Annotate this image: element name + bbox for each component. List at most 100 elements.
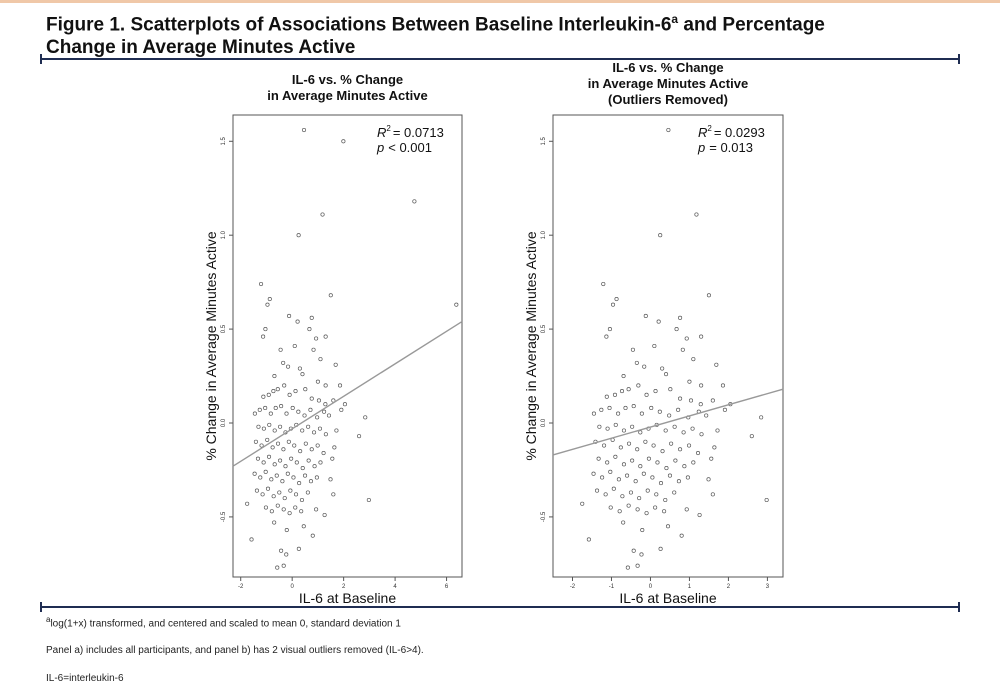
data-point — [315, 443, 320, 448]
chart-title-line: IL-6 vs. % Change — [292, 72, 403, 87]
data-point — [679, 533, 684, 538]
data-point — [684, 507, 689, 512]
data-point — [704, 413, 709, 418]
data-point — [644, 392, 649, 397]
data-point — [263, 469, 268, 474]
data-point — [315, 379, 320, 384]
data-point — [311, 347, 316, 352]
data-point — [323, 402, 328, 407]
data-point — [626, 503, 631, 508]
data-point — [284, 411, 289, 416]
data-point — [314, 507, 319, 512]
data-point — [691, 357, 696, 362]
y-tick-label: 1.0 — [221, 230, 227, 239]
footnote-panels: Panel a) includes all participants, and … — [46, 645, 424, 656]
data-point — [323, 432, 328, 437]
data-point — [334, 428, 339, 433]
data-point — [303, 441, 308, 446]
y-axis-label: % Change in Average Minutes Active — [203, 231, 219, 461]
data-point — [626, 441, 632, 446]
data-point — [293, 505, 298, 510]
data-point — [655, 460, 660, 465]
data-point — [296, 233, 301, 238]
data-point — [616, 411, 621, 416]
data-point — [272, 373, 277, 379]
data-point — [263, 505, 268, 510]
x-tick-label: 0 — [291, 584, 295, 590]
data-point — [635, 563, 640, 568]
data-point — [316, 398, 321, 403]
chart-title-line: (Outliers Removed) — [608, 92, 728, 107]
data-point — [676, 479, 681, 484]
data-point — [666, 127, 671, 133]
data-point — [586, 537, 591, 542]
data-point — [714, 362, 719, 367]
data-point — [297, 366, 302, 371]
data-point — [678, 447, 683, 452]
x-tick-label: 0 — [649, 584, 653, 590]
data-point — [653, 389, 658, 394]
y-tick-label: 0.5 — [221, 324, 227, 333]
data-point — [706, 293, 711, 298]
data-point — [321, 450, 326, 456]
p-value-annotation: p < 0.001 — [376, 140, 432, 155]
figure-title: Figure 1. Scatterplots of Associations B… — [46, 8, 946, 59]
data-point — [454, 302, 459, 307]
data-point — [605, 460, 610, 465]
data-point — [706, 477, 711, 482]
data-point — [295, 319, 300, 324]
x-tick-label: 3 — [766, 584, 770, 590]
footer-divider — [40, 602, 960, 612]
data-point — [300, 466, 305, 471]
data-point — [599, 407, 604, 412]
r-squared-value: = 0.0293 — [714, 125, 765, 140]
data-point — [652, 343, 657, 349]
data-point — [252, 411, 257, 416]
x-tick-label: -1 — [609, 584, 615, 590]
footnote-transform: alog(1+x) transformed, and centered and … — [46, 615, 401, 629]
data-point — [267, 296, 272, 302]
data-point — [265, 437, 270, 442]
data-point — [653, 505, 658, 510]
data-point — [257, 407, 262, 412]
data-point — [608, 469, 613, 474]
data-point — [320, 212, 325, 217]
data-point — [294, 460, 299, 465]
data-point — [646, 456, 651, 461]
data-point — [275, 387, 280, 392]
data-point — [258, 281, 264, 287]
x-tick-label: 2 — [342, 584, 346, 590]
data-point — [292, 343, 297, 349]
data-point — [604, 394, 609, 399]
data-point — [274, 473, 279, 478]
data-point — [245, 501, 250, 506]
data-point — [314, 336, 319, 341]
data-point — [633, 479, 638, 484]
data-point — [595, 488, 600, 493]
footnote-superscript: a — [46, 615, 51, 624]
data-point — [260, 492, 265, 497]
data-point — [695, 450, 701, 456]
data-point — [265, 302, 270, 307]
data-point — [266, 392, 271, 397]
r-squared-exponent: 2 — [707, 124, 712, 133]
data-point — [623, 405, 628, 411]
data-point — [626, 387, 631, 392]
data-point — [621, 373, 626, 379]
data-point — [281, 447, 286, 452]
data-point — [764, 497, 769, 503]
data-point — [619, 389, 625, 394]
data-point — [682, 464, 687, 469]
data-point — [668, 387, 673, 392]
data-point — [299, 509, 304, 514]
data-point — [651, 443, 656, 448]
x-tick-label: -2 — [570, 584, 576, 590]
data-point — [641, 471, 646, 476]
data-point — [630, 424, 635, 429]
data-point — [255, 456, 261, 461]
data-point — [634, 360, 639, 365]
data-point — [256, 424, 261, 429]
data-point — [310, 533, 315, 538]
y-tick-label: 0.0 — [221, 418, 227, 427]
